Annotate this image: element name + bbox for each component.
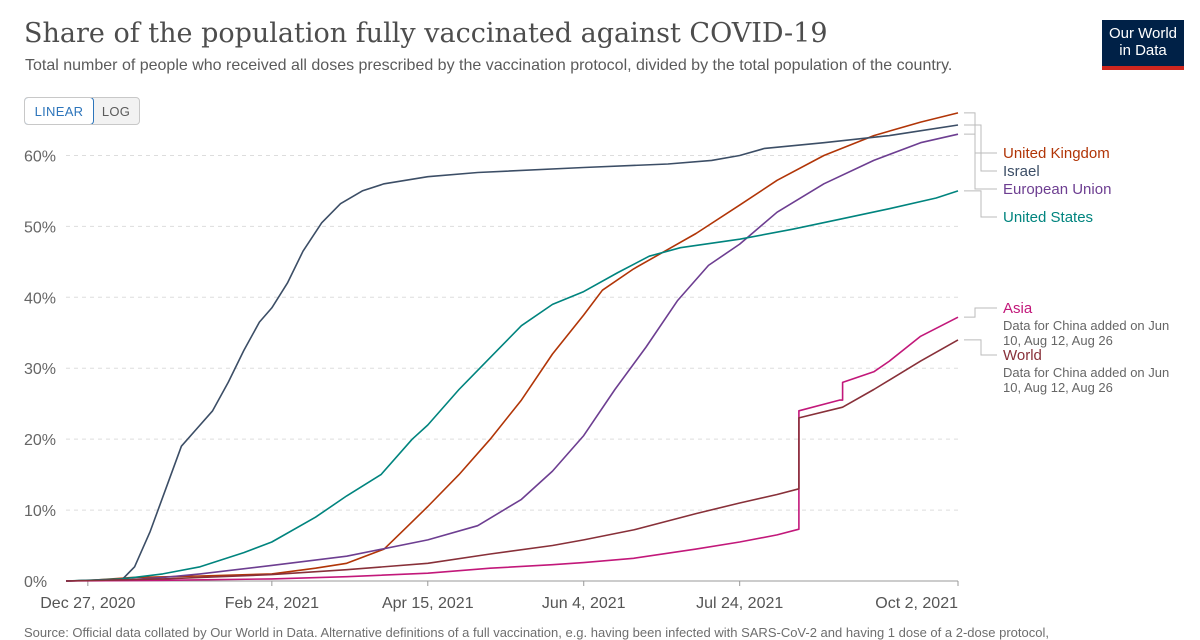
logo-red-bar (1102, 66, 1184, 70)
legend-connector-world (964, 339, 997, 356)
legend-label-asia: Asia (1003, 300, 1033, 317)
gridlines (66, 154, 958, 511)
axes: 0% 10% 20% 30% 40% 50% 60% Dec 27, 2020 Feb 24, … (24, 148, 959, 612)
series-line-european-union (65, 133, 959, 582)
legend-note-world-1: 10, Aug 12, Aug 26 (1003, 380, 1113, 395)
legend-label-united-kingdom: United Kingdom (1003, 145, 1110, 162)
series-line-israel (65, 124, 959, 582)
legend-note-asia-1: 10, Aug 12, Aug 26 (1003, 333, 1113, 348)
legend-connector-united-states (964, 190, 997, 218)
series-line-world (65, 339, 959, 582)
y-tick-label-1: 10% (24, 503, 56, 520)
owid-logo[interactable]: Our World in Data (1102, 20, 1184, 70)
chart-title: Share of the population fully vaccinated… (24, 18, 828, 49)
chart-subtitle: Total number of people who received all … (25, 57, 953, 74)
legend-connector-european-union (964, 133, 997, 190)
scale-toggle: LINEAR LOG (24, 97, 140, 125)
legend-connector-asia (964, 307, 997, 318)
series-line-asia (65, 316, 959, 582)
x-tick-label-1: Feb 24, 2021 (225, 595, 319, 612)
y-tick-label-6: 60% (24, 148, 56, 165)
x-tick-label-2: Apr 15, 2021 (382, 595, 474, 612)
legend-connector-united-kingdom (964, 112, 997, 154)
legend-connector-israel (964, 124, 997, 172)
linear-scale-button[interactable]: LINEAR (25, 98, 94, 124)
y-tick-label-4: 40% (24, 290, 56, 307)
y-tick-label-5: 50% (24, 219, 56, 236)
y-tick-label-0: 0% (24, 574, 47, 591)
x-tick-label-5: Oct 2, 2021 (875, 595, 958, 612)
log-scale-button[interactable]: LOG (101, 103, 131, 119)
series-lines (65, 112, 959, 582)
logo-line-1: Our World (1108, 25, 1178, 42)
x-tick-label-3: Jun 4, 2021 (542, 595, 626, 612)
y-tick-label-3: 30% (24, 361, 56, 378)
series-line-united-states (65, 190, 959, 582)
y-tick-label-2: 20% (24, 432, 56, 449)
legend-label-european-union: European Union (1003, 181, 1111, 198)
logo-line-2: in Data (1119, 42, 1167, 59)
legend-note-asia-0: Data for China added on Jun (1003, 318, 1169, 333)
legend-label-world: World (1003, 347, 1042, 364)
legend-label-israel: Israel (1003, 163, 1040, 180)
source-note: Source: Official data collated by Our Wo… (24, 625, 1049, 640)
x-tick-label-4: Jul 24, 2021 (696, 595, 783, 612)
legend-note-world-0: Data for China added on Jun (1003, 365, 1169, 380)
x-tick-label-0: Dec 27, 2020 (40, 595, 135, 612)
legend-label-united-states: United States (1003, 209, 1093, 226)
